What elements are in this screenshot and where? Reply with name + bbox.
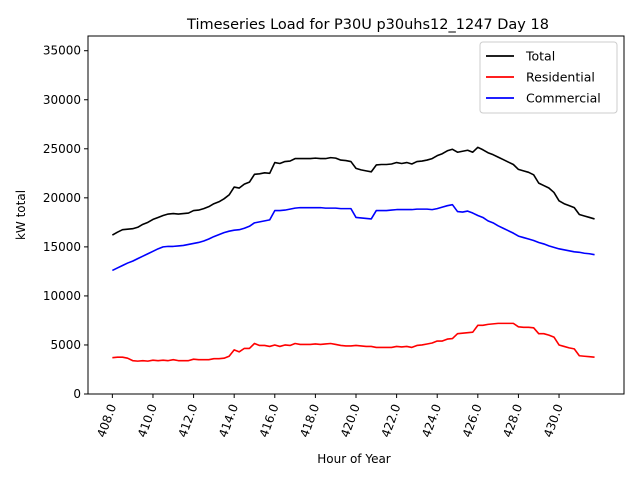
y-tick-label: 30000 [43,93,81,107]
x-axis-label: Hour of Year [317,452,391,466]
x-tick-label: 410.0 [135,402,160,439]
x-tick-label: 408.0 [94,402,119,439]
y-tick-label: 35000 [43,44,81,58]
y-tick-label: 15000 [43,240,81,254]
x-tick-label: 412.0 [175,402,200,439]
plot-lines [111,146,595,362]
y-tick-label: 25000 [43,142,81,156]
y-axis-label: kW total [14,190,28,240]
y-tick-label: 5000 [50,338,81,352]
series-line-commercial [112,203,595,272]
y-axis: 0 5000 10000 15000 20000 25000 30000 35000 [43,44,88,401]
legend: Total Residential Commercial [479,41,618,114]
x-tick-label: 424.0 [419,402,444,439]
x-tick-label: 430.0 [541,402,566,439]
x-tick-label: 422.0 [379,402,404,439]
legend-label-total: Total [525,49,555,64]
y-tick-label: 0 [73,387,81,401]
x-axis: 408.0 410.0 412.0 414.0 416.0 418.0 420.0 422.0… [94,394,566,439]
x-tick-label: 420.0 [338,402,363,439]
series-line-residential [112,322,595,362]
series-line-total [111,146,595,236]
y-tick-label: 20000 [43,191,81,205]
legend-label-residential: Residential [526,70,595,85]
chart-title: Timeseries Load for P30U p30uhs12_1247 D… [186,17,549,33]
y-tick-label: 10000 [43,289,81,303]
x-tick-label: 414.0 [216,402,241,439]
legend-box [479,41,618,114]
x-tick-label: 428.0 [500,402,525,439]
x-tick-label: 416.0 [257,402,282,439]
x-tick-label: 418.0 [297,402,322,439]
x-tick-label: 426.0 [460,402,485,439]
legend-label-commercial: Commercial [526,91,601,106]
